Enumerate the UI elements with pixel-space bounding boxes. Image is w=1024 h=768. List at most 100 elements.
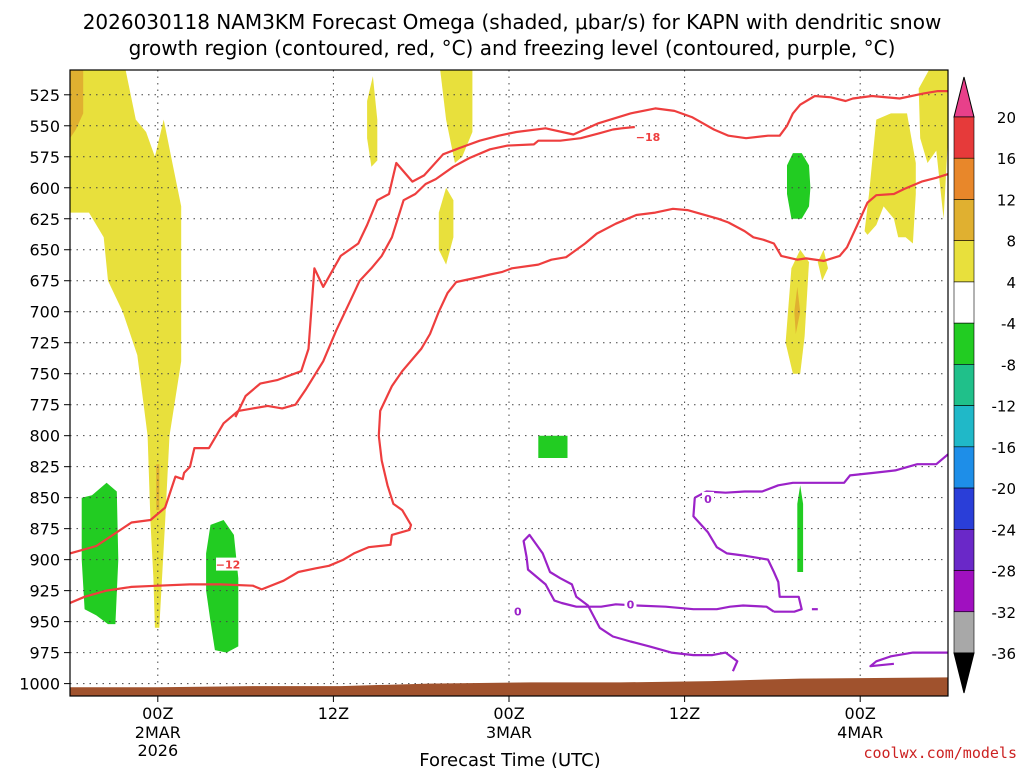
freezing-contour-2: [522, 533, 775, 672]
omega-region-yellow-small-2: [440, 70, 473, 163]
dendritic-contour-label: −12: [216, 559, 241, 572]
y-tick-label: 875: [29, 520, 60, 539]
y-tick-label: 1000: [19, 675, 60, 694]
colorbar-bin: [953, 322, 975, 365]
colorbar-bin: [953, 611, 975, 654]
y-tick-label: 775: [29, 396, 60, 415]
colorbar-bin: [953, 364, 975, 406]
x-tick-date-label: 2MAR: [135, 723, 181, 742]
y-tick-label: 600: [29, 179, 60, 198]
contour-label-bg: [216, 557, 241, 571]
y-tick-label: 725: [29, 334, 60, 353]
colorbar-level-label: -32: [992, 604, 1017, 622]
colorbar-bin: [953, 281, 975, 324]
omega-region-yellow-upper-right: [864, 113, 916, 244]
colorbar-level-label: 16: [997, 150, 1016, 168]
omega-region-orange-mid-right: [794, 286, 801, 334]
x-tick-date-label: 3MAR: [486, 723, 532, 742]
chart-title-line-1: 2026030118 NAM3KM Forecast Omega (shaded…: [83, 10, 942, 34]
x-tick-label: 00Z: [845, 704, 876, 723]
colorbar-level-label: -28: [992, 563, 1017, 581]
freezing-contour-0: [694, 453, 948, 499]
colorbar-level-label: -12: [992, 398, 1017, 416]
freezing-contour-1: [692, 497, 803, 613]
y-tick-label: 750: [29, 365, 60, 384]
freezing-contour-label: 0: [704, 493, 712, 506]
colorbar-bin: [953, 240, 975, 283]
omega-region-yellow-upper-right-2: [918, 70, 948, 219]
colorbar-top-triangle: [953, 76, 975, 118]
y-tick-label: 950: [29, 613, 60, 632]
omega-region-orange-upper-left: [70, 70, 84, 139]
y-tick-label: 975: [29, 644, 60, 663]
colorbar-level-label: -16: [992, 439, 1017, 457]
omega-region-green-center: [538, 435, 568, 458]
y-tick-label: 700: [29, 303, 60, 322]
dendritic-contour-label: −18: [636, 131, 661, 144]
y-tick-label: 825: [29, 458, 60, 477]
y-tick-label: 575: [29, 148, 60, 167]
x-axis-title: Forecast Time (UTC): [419, 750, 600, 768]
y-axis: 525 550 575 600 625 650 675 700 725 750 775 800 825 8…: [19, 86, 70, 694]
omega-region-green-mid-left: [206, 520, 239, 653]
colorbar-level-label: 20: [997, 109, 1016, 127]
colorbar-bin: [953, 157, 975, 200]
omega-region-green-upper-right: [787, 153, 811, 219]
y-tick-label: 650: [29, 241, 60, 260]
freezing-contour-label: 0: [627, 598, 635, 611]
dendritic-contour-1: [70, 125, 635, 555]
dendritic-contour-2: [70, 173, 948, 605]
colorbar-level-label: -36: [992, 645, 1017, 663]
x-tick-label: 12Z: [318, 704, 349, 723]
terrain-fill: [70, 677, 948, 696]
credit-text[interactable]: coolwx.com/models: [863, 744, 1017, 762]
y-tick-label: 800: [29, 427, 60, 446]
colorbar-level-label: 8: [1006, 233, 1016, 251]
x-tick-label: 00Z: [142, 704, 173, 723]
colorbar-bottom-triangle: [953, 652, 975, 694]
colorbar-level-label: 4: [1006, 274, 1016, 292]
x-tick-year-label: 2026: [137, 741, 178, 760]
colorbar-bin: [953, 446, 975, 489]
colorbar-level-label: -8: [1001, 356, 1016, 374]
omega-region-yellow-small-1: [367, 76, 378, 167]
x-tick-date-label: 4MAR: [837, 723, 883, 742]
colorbar-bin: [953, 405, 975, 448]
y-tick-label: 900: [29, 551, 60, 570]
y-tick-label: 925: [29, 582, 60, 601]
contour-label-bg: [636, 129, 661, 143]
dendritic-contour-0: [234, 89, 948, 418]
y-tick-label: 625: [29, 210, 60, 229]
colorbar-level-label: 12: [997, 191, 1016, 209]
omega-region-yellow-small-4: [817, 249, 828, 281]
colorbar-bin: [953, 116, 975, 159]
contour-label-bg: [511, 604, 524, 618]
omega-region-yellow-upper-left: [70, 70, 182, 628]
x-tick-label: 12Z: [669, 704, 700, 723]
colorbar: 20 16 12 8 4 -4 -8 -12 -16 -20 -24 -28 -32 -36: [953, 76, 1017, 694]
colorbar-bin: [953, 570, 975, 613]
y-tick-label: 550: [29, 117, 60, 136]
omega-region-green-thin-right: [797, 485, 804, 572]
y-tick-label: 850: [29, 489, 60, 508]
contour-label-bg: [624, 597, 637, 611]
y-tick-label: 675: [29, 272, 60, 291]
chart-title-line-2: growth region (contoured, red, °C) and f…: [129, 36, 896, 60]
freezing-contour-label: 0: [514, 606, 522, 619]
contour-label-bg: [702, 491, 715, 505]
plot-area: −18 −12 0 0 0: [69, 69, 949, 697]
colorbar-bin: [953, 487, 975, 530]
omega-region-yellow-small-3: [438, 187, 454, 265]
y-tick-label: 525: [29, 86, 60, 105]
colorbar-bin: [953, 529, 975, 571]
omega-region-green-left: [81, 482, 119, 625]
colorbar-level-label: -20: [992, 480, 1017, 498]
freezing-contour-4: [869, 651, 948, 668]
colorbar-bin: [953, 199, 975, 241]
colorbar-level-label: -4: [1001, 315, 1016, 333]
colorbar-level-label: -24: [992, 521, 1017, 539]
plot-content: −18 −12 0 0 0: [70, 70, 948, 696]
x-tick-label: 00Z: [493, 704, 524, 723]
